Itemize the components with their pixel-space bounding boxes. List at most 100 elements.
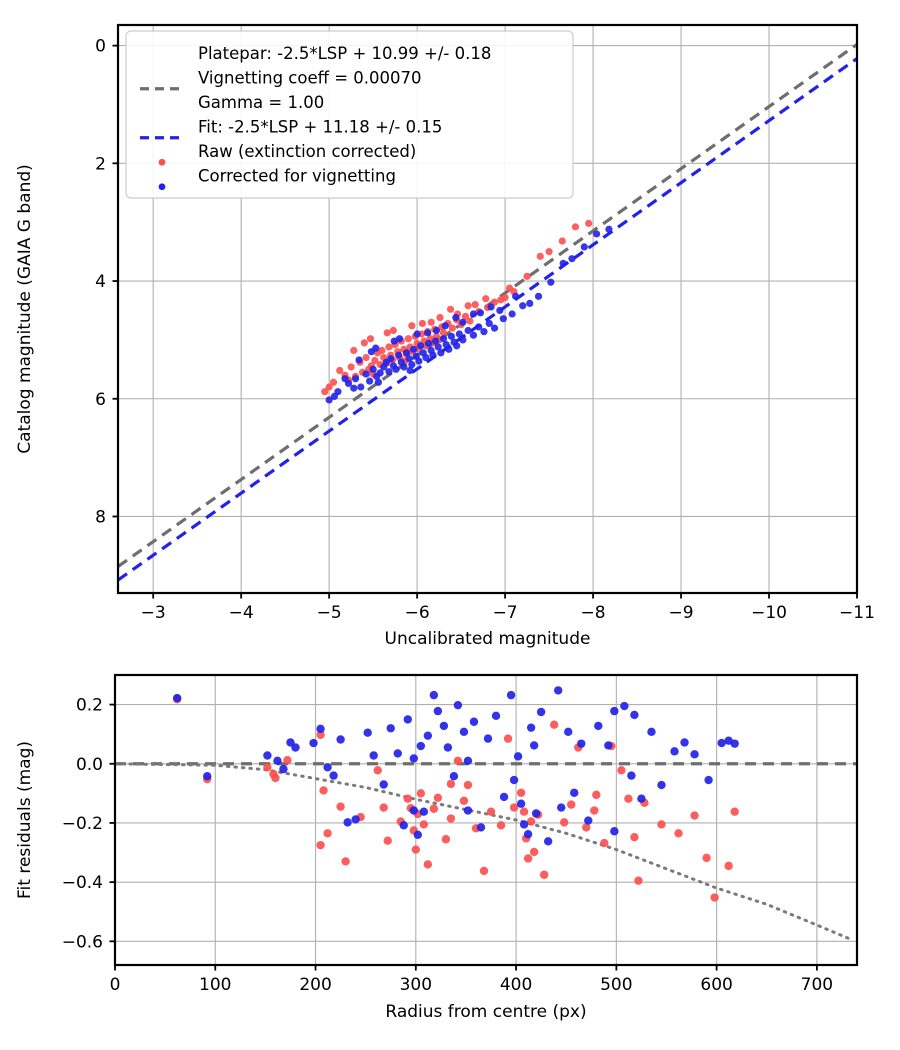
scatter-point: [408, 361, 416, 369]
scatter-point: [463, 780, 473, 790]
scatter-point: [362, 370, 370, 378]
scatter-point: [730, 807, 739, 816]
scatter-point: [385, 368, 393, 376]
scatter-point: [567, 800, 576, 809]
scatter-point: [577, 739, 586, 748]
scatter-point: [433, 793, 443, 803]
scatter-point: [505, 284, 514, 292]
y-tick-label: −0.2: [62, 814, 103, 834]
scatter-point: [501, 293, 509, 302]
scatter-point: [469, 717, 479, 726]
legend-label: Fit: -2.5*LSP + 11.18 +/- 0.15: [198, 118, 442, 137]
scatter-point: [429, 804, 439, 813]
scatter-point: [343, 818, 352, 827]
y-tick-label: 6: [95, 390, 106, 410]
scatter-point: [350, 346, 358, 355]
scatter-point: [516, 799, 526, 808]
scatter-point: [279, 764, 288, 774]
scatter-point: [376, 369, 384, 377]
scatter-point: [418, 319, 426, 328]
scatter-point: [406, 366, 414, 375]
scatter-point: [424, 329, 432, 337]
scatter-point: [604, 741, 613, 750]
scatter-point: [321, 388, 329, 396]
x-tick-label: −10: [751, 603, 787, 623]
scatter-point: [429, 351, 437, 359]
scatter-point: [416, 789, 426, 798]
scatter-point: [273, 756, 282, 766]
bottom-panel-y-axis-label: Fit residuals (mag): [15, 741, 35, 899]
scatter-point: [395, 351, 403, 359]
x-tick-label: 100: [199, 975, 231, 995]
y-tick-label: 0: [95, 37, 106, 57]
scatter-point: [449, 772, 459, 781]
top-panel-y-axis-label: Catalog magnitude (GAIA G band): [15, 164, 35, 454]
scatter-point: [627, 771, 636, 780]
scatter-point: [630, 710, 639, 720]
legend-entry[interactable]: Corrected for vignetting: [158, 167, 396, 191]
scatter-point: [690, 750, 699, 759]
x-tick-label: 300: [400, 975, 432, 995]
scatter-point: [429, 690, 439, 700]
scatter-point: [545, 248, 553, 256]
scatter-point: [410, 345, 418, 353]
scatter-point: [323, 763, 332, 772]
legend-label: Corrected for vignetting: [198, 167, 396, 186]
scatter-point: [512, 292, 520, 300]
scatter-point: [490, 324, 499, 332]
y-tick-label: −0.4: [62, 873, 103, 893]
scatter-point: [584, 816, 593, 825]
scatter-point: [309, 738, 318, 748]
top-panel-axes-frame: [116, 23, 859, 595]
scatter-point: [624, 794, 633, 803]
scatter-point: [413, 830, 423, 839]
scatter-point: [379, 803, 388, 812]
scatter-point: [379, 780, 388, 789]
scatter-point: [439, 335, 448, 343]
scatter-point: [386, 724, 395, 733]
scatter-point: [657, 780, 666, 790]
legend-entry[interactable]: Raw (extinction corrected): [158, 142, 417, 166]
scatter-point: [319, 786, 328, 795]
corrected-scatter-series: [325, 225, 613, 404]
scatter-point: [480, 328, 488, 336]
scatter-point: [491, 711, 501, 721]
y-tick-label: 8: [95, 507, 106, 527]
scatter-point: [509, 803, 519, 812]
x-tick-label: −5: [317, 603, 342, 623]
scatter-point: [475, 323, 483, 331]
scatter-point: [405, 355, 413, 363]
legend-entry[interactable]: Fit: -2.5*LSP + 11.18 +/- 0.15: [140, 118, 442, 140]
scatter-point: [536, 252, 544, 260]
scatter-point: [448, 324, 456, 332]
x-tick-label: −4: [229, 603, 254, 623]
scatter-point: [336, 802, 345, 811]
scatter-point: [351, 815, 360, 824]
legend-entry[interactable]: Platepar: -2.5*LSP + 10.99 +/- 0.18 Vigne…: [140, 44, 491, 112]
scatter-point: [413, 330, 421, 338]
scatter-point: [369, 365, 377, 373]
scatter-point: [496, 821, 506, 830]
bottom-panel-x-axis-label: Radius from centre (px): [385, 1002, 586, 1022]
scatter-point: [637, 794, 646, 803]
scatter-point: [203, 772, 212, 781]
scatter-point: [523, 272, 531, 280]
scatter-point: [325, 383, 333, 391]
scatter-point: [526, 299, 534, 308]
scatter-point: [399, 821, 408, 830]
scatter-point: [516, 788, 526, 797]
bottom-panel-data: [115, 686, 857, 942]
scatter-point: [316, 840, 325, 850]
scatter-point: [559, 259, 567, 267]
scatter-point: [434, 343, 442, 351]
scatter-point: [393, 749, 402, 758]
scatter-point: [402, 349, 411, 357]
scatter-point: [400, 363, 408, 371]
scatter-point: [513, 752, 523, 761]
scatter-point: [464, 302, 472, 310]
scatter-point: [702, 853, 711, 863]
x-tick-label: 700: [801, 975, 833, 995]
scatter-point: [395, 335, 404, 343]
scatter-point: [710, 893, 719, 902]
